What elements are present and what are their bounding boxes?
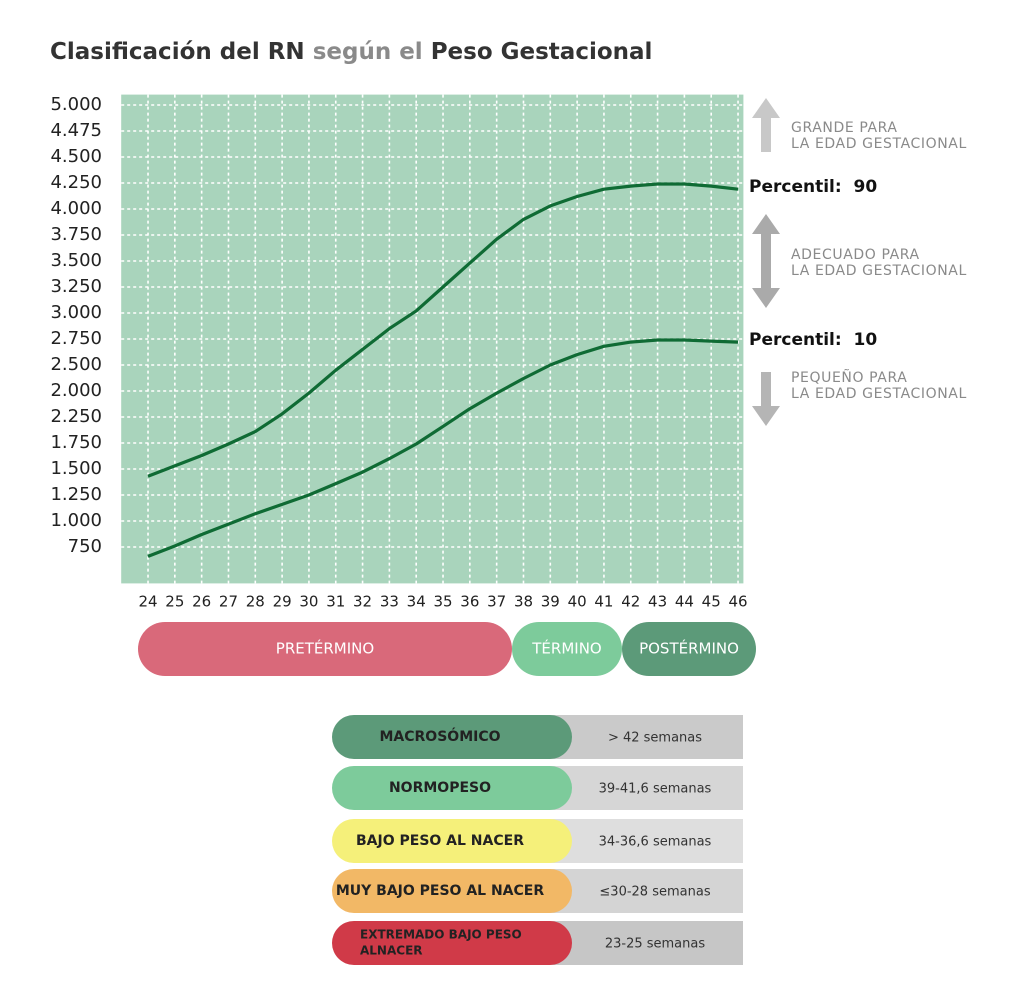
arrows — [752, 98, 780, 426]
y-tick-label: 2.000 — [50, 380, 102, 401]
x-tick-label: 25 — [165, 593, 184, 611]
x-tick-label: 26 — [192, 593, 211, 611]
phase-label: TÉRMINO — [531, 639, 601, 658]
percentile-line — [147, 338, 739, 558]
y-tick-label: 5.000 — [50, 94, 102, 115]
x-tick-label: 36 — [460, 593, 479, 611]
y-tick-label: 750 — [68, 536, 102, 557]
x-tick-label: 46 — [728, 593, 747, 611]
title-part: Clasificación del RN — [50, 39, 305, 65]
annotation: PEQUEÑO PARA — [791, 369, 907, 386]
class-label: MUY BAJO PESO AL NACER — [336, 883, 545, 899]
weeks-cell — [540, 869, 743, 913]
x-tick-label: 28 — [246, 593, 265, 611]
class-label: MACROSÓMICO — [379, 727, 500, 745]
y-tick-label: 4.250 — [50, 172, 102, 193]
phase-label: PRETÉRMINO — [276, 639, 374, 658]
class-pill — [332, 921, 572, 965]
y-tick-label: 3.250 — [50, 276, 102, 297]
phase-label: POSTÉRMINO — [639, 639, 739, 658]
y-tick-label: 4.000 — [50, 198, 102, 219]
weeks-label: ≤30-28 semanas — [599, 885, 710, 900]
class-pill — [332, 766, 572, 810]
y-tick-label: 1.500 — [50, 458, 102, 479]
class-label: ALNACER — [360, 944, 423, 958]
x-tick-label: 37 — [487, 593, 506, 611]
title-part: según el — [313, 39, 423, 65]
double-arrow — [752, 214, 780, 308]
x-tick-label: 29 — [273, 593, 292, 611]
x-tick-label: 38 — [514, 593, 533, 611]
up-arrow — [752, 98, 780, 152]
x-tick-label: 41 — [594, 593, 613, 611]
y-tick-label: 3.000 — [50, 302, 102, 323]
x-tick-label: 32 — [353, 593, 372, 611]
y-tick-label: 2.750 — [50, 328, 102, 349]
annotation: LA EDAD GESTACIONAL — [791, 263, 967, 279]
x-tick-label: 40 — [568, 593, 587, 611]
annotation: LA EDAD GESTACIONAL — [791, 136, 967, 152]
y-tick-label: 1.250 — [50, 484, 102, 505]
weeks-label: > 42 semanas — [608, 731, 702, 746]
class-label: EXTREMADO BAJO PESO — [360, 928, 522, 942]
x-tick-label: 27 — [219, 593, 238, 611]
annotation: ADECUADO PARA — [791, 247, 920, 263]
y-tick-label: 3.750 — [50, 224, 102, 245]
class-label: NORMOPESO — [389, 780, 491, 796]
phase-band — [138, 622, 512, 676]
class-label: BAJO PESO AL NACER — [356, 833, 524, 849]
annotation: GRANDE PARA — [791, 120, 898, 136]
x-tick-label: 44 — [675, 593, 694, 611]
x-tick-label: 34 — [407, 593, 426, 611]
weeks-cell — [540, 715, 743, 759]
class-pill — [332, 819, 572, 863]
phase-band — [512, 622, 622, 676]
title-part: Peso Gestacional — [431, 39, 653, 65]
x-tick-label: 24 — [138, 593, 157, 611]
weeks-cell — [540, 819, 743, 863]
annotation: LA EDAD GESTACIONAL — [791, 386, 967, 402]
down-arrow — [752, 372, 780, 426]
series-label: Percentil: 10 — [749, 330, 877, 350]
y-tick-label: 3.500 — [50, 250, 102, 271]
weeks-label: 23-25 semanas — [605, 937, 706, 952]
x-tick-label: 42 — [621, 593, 640, 611]
y-tick-label: 4.475 — [50, 120, 102, 141]
chart-title: Clasificación del RN según el Peso Gestaci… — [50, 39, 652, 65]
weeks-label: 34-36,6 semanas — [599, 835, 712, 850]
class-pill — [332, 715, 572, 759]
class-pill — [332, 869, 572, 913]
y-tick-label: 1.000 — [50, 510, 102, 531]
x-tick-label: 39 — [541, 593, 560, 611]
y-tick-label: 4.500 — [50, 146, 102, 167]
x-tick-label: 31 — [326, 593, 345, 611]
weeks-cell — [540, 766, 743, 810]
series-label: Percentil: 90 — [749, 177, 877, 197]
y-tick-label: 1.750 — [50, 432, 102, 453]
x-tick-label: 43 — [648, 593, 667, 611]
x-tick-label: 33 — [380, 593, 399, 611]
weeks-label: 39-41,6 semanas — [599, 782, 712, 797]
x-tick-label: 45 — [702, 593, 721, 611]
x-tick-label: 35 — [433, 593, 452, 611]
y-tick-label: 2.500 — [50, 354, 102, 375]
x-tick-label: 30 — [299, 593, 318, 611]
phase-band — [622, 622, 756, 676]
y-tick-label: 2.250 — [50, 406, 102, 427]
percentile-line — [147, 182, 739, 478]
weeks-cell — [540, 921, 743, 965]
